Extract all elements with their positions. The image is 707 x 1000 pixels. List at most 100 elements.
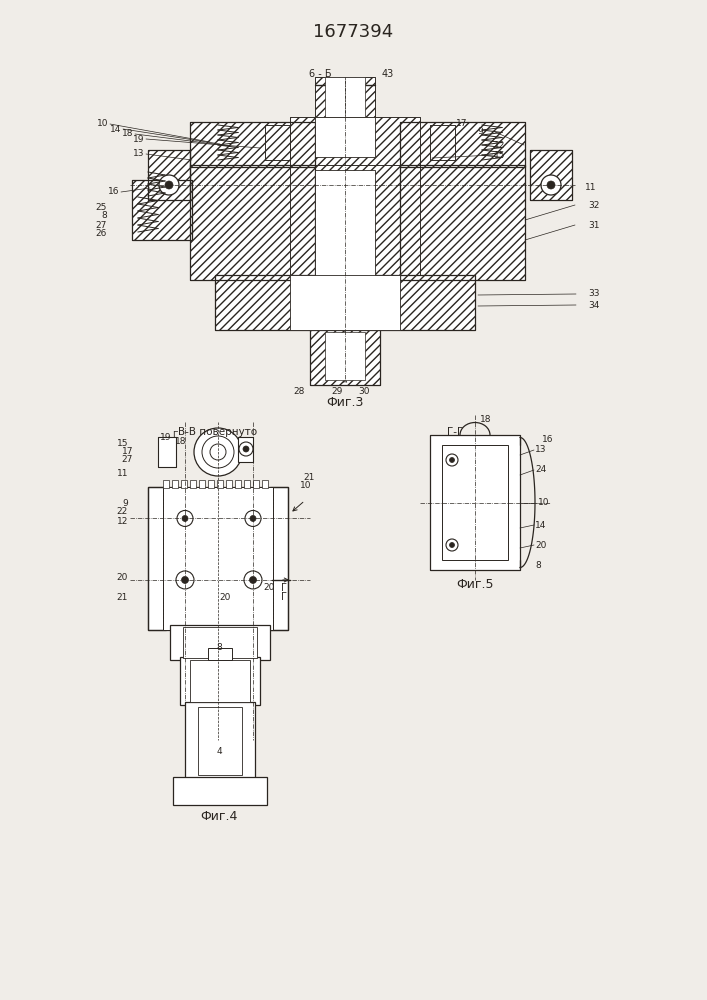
Bar [238,437,253,462]
Circle shape [244,571,262,589]
Text: Фиг.4: Фиг.4 [200,810,238,824]
Text: 15: 15 [494,150,506,159]
Bar [270,487,288,630]
Text: 30: 30 [358,387,370,396]
Text: 16: 16 [542,436,554,444]
Circle shape [250,515,256,521]
Bar [430,435,442,570]
Text: 8: 8 [535,560,541,570]
Bar [325,332,365,380]
Bar [244,480,250,488]
Bar [215,275,475,330]
Text: 15: 15 [117,440,128,448]
Bar [253,480,259,488]
Text: 10: 10 [538,498,549,507]
Circle shape [450,542,455,548]
Text: 27: 27 [95,221,107,230]
Text: Г: Г [172,430,177,440]
Bar [132,180,192,240]
Text: 17: 17 [122,448,133,456]
Text: 8: 8 [216,644,222,652]
Bar [148,487,166,630]
Circle shape [159,175,179,195]
Text: 10: 10 [300,482,312,490]
Text: 13: 13 [535,446,547,454]
Text: 6 - Б: 6 - Б [309,69,332,79]
Bar [430,435,520,570]
Bar [190,165,315,280]
Bar [238,437,253,462]
Circle shape [446,454,458,466]
Text: 21: 21 [303,473,315,482]
Bar [400,165,525,280]
Bar [185,702,255,780]
Circle shape [194,428,242,476]
Bar [190,480,196,488]
Text: 10: 10 [96,119,108,128]
Bar [315,77,375,117]
Bar [148,487,166,630]
Circle shape [210,444,226,460]
Bar [262,480,268,488]
Circle shape [450,458,455,462]
Bar [508,435,520,570]
Text: 20: 20 [219,593,230,602]
Bar [132,180,192,240]
Text: 32: 32 [588,200,600,210]
Bar [430,435,520,445]
Bar [158,437,176,467]
Text: 21: 21 [117,592,128,601]
Circle shape [547,181,555,189]
Bar [226,480,232,488]
Bar [158,437,176,467]
Bar [430,560,520,570]
Text: 13: 13 [132,149,144,158]
Bar [190,165,315,280]
Bar [190,122,315,167]
Bar [290,117,420,167]
Text: 20: 20 [117,573,128,582]
Bar [430,560,520,570]
Text: 22: 22 [117,508,128,516]
Text: Фиг.5: Фиг.5 [456,578,493,591]
Text: 33: 33 [588,290,600,298]
Text: 14: 14 [535,520,547,530]
Bar [180,657,260,705]
Text: 1677394: 1677394 [313,23,393,41]
Bar [238,437,253,462]
Text: 12: 12 [117,516,128,526]
Bar [172,480,178,488]
Text: 27: 27 [122,456,133,464]
Text: 11: 11 [585,182,597,192]
Text: 18: 18 [122,129,133,138]
Bar [290,275,400,330]
Text: 14: 14 [110,124,121,133]
Circle shape [250,576,257,583]
Bar [163,487,273,630]
Circle shape [446,539,458,551]
Text: 28: 28 [293,387,305,396]
Bar [315,117,375,157]
Bar [148,150,190,200]
Bar [208,648,232,660]
Text: В-В повернуто: В-В повернуто [178,427,257,437]
Circle shape [245,510,261,526]
Bar [290,165,420,300]
Circle shape [243,446,249,452]
Bar [310,327,380,385]
Bar [400,165,525,280]
Text: 26: 26 [95,230,107,238]
Text: 43: 43 [382,69,395,79]
Text: 9: 9 [477,126,483,135]
Bar [183,627,257,658]
Bar [400,122,525,167]
Text: 24: 24 [535,466,547,475]
Bar [430,435,442,570]
Bar [173,777,267,805]
Bar [215,275,475,330]
Bar [310,327,380,385]
Text: 9: 9 [122,498,128,508]
Bar [270,487,288,630]
Bar [215,275,475,330]
Bar [325,77,365,117]
